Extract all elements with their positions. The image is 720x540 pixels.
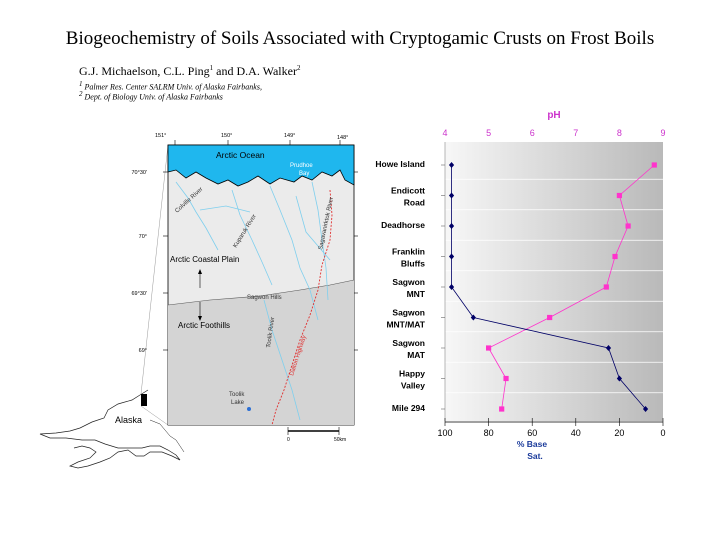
top-tick-label: 7 (573, 128, 578, 138)
scale-end-label: 50km (334, 437, 346, 443)
site-label: Howe Island (375, 159, 425, 169)
ph-point (616, 192, 622, 199)
top-axis-ticks: 4 5 6 7 8 9 (442, 128, 665, 138)
ph-point (603, 284, 609, 290)
site-label: Sagwon (392, 277, 425, 287)
toolik-river-label: Toolik River (266, 317, 276, 349)
ph-point (499, 406, 505, 412)
base-saturation-point (448, 284, 455, 290)
data-series (448, 162, 657, 412)
ph-point (486, 345, 492, 351)
inset-locator (141, 394, 147, 406)
lat-label: 69°30' (132, 291, 148, 297)
site-label: Road (404, 198, 425, 208)
page-title: Biogeochemistry of Soils Associated with… (65, 28, 655, 49)
alaska-label: Alaska (115, 415, 142, 425)
top-tick-label: 9 (660, 128, 665, 138)
bottom-tick-label: 100 (437, 428, 452, 438)
authors: G.J. Michaelson, C.L. Ping1 and D.A. Wal… (79, 64, 301, 78)
site-labels: Howe Island Endicott Road Deadhorse Franklin… (375, 159, 425, 413)
scale-start-label: 0 (287, 437, 290, 443)
toolik-lake-label: Lake (231, 400, 245, 406)
site-label: Franklin (392, 247, 425, 257)
site-label: Sagwon (392, 308, 425, 318)
coastal-plain-label: Arctic Coastal Plain (170, 255, 239, 264)
toolik-lake-label: Toolik (229, 392, 245, 398)
graticule-ticks (163, 140, 358, 351)
base-saturation-point (470, 314, 476, 321)
site-label: Deadhorse (381, 220, 425, 230)
alaska-coast-detail (149, 419, 185, 453)
bottom-axis-title: Sat. (527, 451, 543, 461)
base-saturation-point (448, 192, 455, 199)
site-label: Mile 294 (392, 403, 425, 413)
base-saturation-point (448, 223, 455, 229)
ocean-label: Arctic Ocean (216, 150, 265, 160)
bottom-tick-label: 60 (527, 428, 537, 438)
ph-point (651, 162, 657, 168)
site-label: MNT (407, 289, 426, 299)
top-axis-title: pH (547, 110, 560, 121)
ph-point (503, 375, 509, 382)
bottom-axis: 100 80 60 40 20 0 (437, 418, 666, 438)
inset-line-bottom (140, 405, 169, 426)
lat-label: 69° (139, 348, 147, 354)
coastal-plain-arrowhead (198, 269, 202, 274)
lon-label: 151° (155, 133, 166, 139)
lon-label: 150° (221, 133, 232, 139)
site-label: Endicott (391, 186, 425, 196)
inset-line-top (140, 144, 169, 395)
bay-label: Prudhoe (290, 163, 313, 169)
arctic-ocean (167, 144, 355, 187)
ph-point (625, 223, 631, 229)
affiliation-1: 1 Palmer Res. Center SALRM Univ. of Alas… (79, 80, 262, 92)
top-tick-label: 8 (617, 128, 622, 138)
river-network (175, 181, 331, 421)
lat-label: 70° (139, 234, 147, 240)
top-tick-label: 4 (442, 128, 447, 138)
foothills-arrowhead (198, 316, 202, 321)
site-label: Bluffs (401, 259, 425, 269)
scale-bar: 0 50km (287, 427, 346, 443)
lon-label: 148° (337, 135, 348, 141)
base-saturation-point (642, 406, 649, 412)
alaska-label-box (113, 413, 149, 426)
grid-lines (441, 142, 663, 424)
latitude-labels: 70°30' 70° 69°30' 69° (132, 170, 148, 354)
site-label: Sagwon (392, 338, 425, 348)
site-label: MAT (407, 350, 426, 360)
bottom-tick-label: 0 (660, 428, 665, 438)
longitude-labels: 151° 150° 149° 148° (155, 133, 348, 141)
bottom-tick-label: 80 (484, 428, 494, 438)
affiliation-2: 2 Dept. of Biology Univ. of Alaska Fairb… (79, 90, 223, 102)
ph-point (547, 314, 553, 321)
bottom-axis-title: % Base (517, 439, 548, 449)
top-tick-label: 6 (530, 128, 535, 138)
coastal-plain-boundary (167, 279, 355, 306)
sagwon-hills-label: Sagwon Hills (247, 295, 282, 301)
toolik-lake-marker (247, 407, 251, 411)
lon-label: 149° (284, 133, 295, 139)
dalton-highway-line (271, 189, 333, 426)
foothills-label: Arctic Foothills (178, 321, 230, 330)
site-label: Valley (401, 381, 425, 391)
base-saturation-point (448, 162, 455, 168)
base-saturation-point (616, 375, 622, 382)
lat-label: 70°30' (132, 170, 148, 176)
bay-label: Bay (299, 171, 309, 177)
top-tick-label: 5 (486, 128, 491, 138)
bottom-tick-label: 40 (571, 428, 581, 438)
site-label: MNT/MAT (386, 320, 425, 330)
site-label: Happy (399, 369, 425, 379)
plot-area (445, 142, 663, 421)
ph-point (612, 253, 618, 260)
bottom-tick-label: 20 (614, 428, 624, 438)
base-saturation-point (605, 345, 612, 351)
base-saturation-point (448, 253, 455, 260)
foothills-area (168, 280, 354, 425)
alaska-inset-outline (39, 389, 181, 469)
